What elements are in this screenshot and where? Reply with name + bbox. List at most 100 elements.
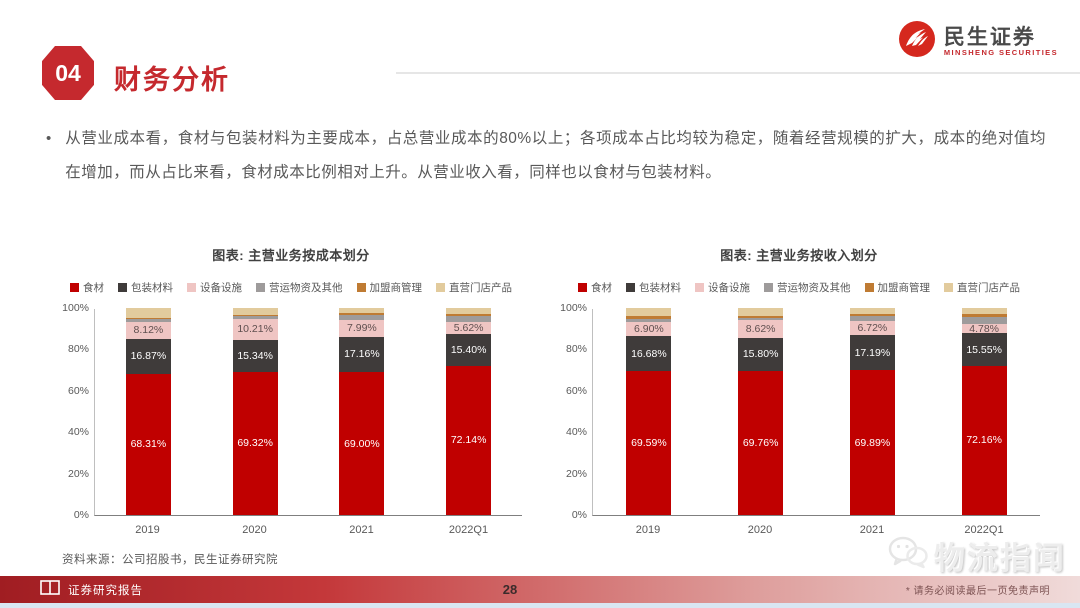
y-axis-tick: 100% (560, 302, 587, 314)
revenue-breakdown-chart: 图表: 主营业务按收入划分 食材 包装材料 设备设施 营运物资及其他 加盟商管理 直营门店… (558, 245, 1040, 536)
bar-segment (125, 308, 171, 318)
y-axis-tick: 20% (565, 467, 587, 480)
bar-segment: 68.31% (125, 373, 171, 515)
y-axis-tick: 20% (67, 467, 89, 480)
legend-label: 加盟商管理 (877, 282, 931, 294)
bar-segment (626, 319, 672, 323)
bar-segment: 69.00% (339, 372, 385, 515)
wechat-icon (888, 536, 928, 575)
stacked-bar-2020: 69.76% 15.80% 8.62% (738, 308, 784, 515)
legend-label: 设备设施 (200, 282, 242, 294)
segment-value-label: 15.34% (237, 349, 273, 362)
x-axis-label: 2021 (349, 524, 374, 536)
y-axis-tick: 40% (67, 426, 89, 439)
chart-x-axis-labels: 2019 2020 2021 2022Q1 (94, 524, 522, 536)
y-axis-tick: 80% (67, 343, 89, 356)
bar-segment: 7.99% (339, 320, 385, 337)
legend-label: 直营门店产品 (957, 282, 1020, 294)
legend-swatch (187, 283, 196, 292)
section-number: 04 (55, 59, 81, 86)
chart-plot-area: 0% 20% 40% 60% 80% 100% 68.31% 16.87% 8.12% 69.32… (62, 302, 522, 521)
legend-item: 包装材料 (626, 280, 681, 295)
bar-segment: 16.87% (125, 338, 171, 374)
segment-value-label: 16.87% (130, 350, 167, 363)
segment-value-label: 8.12% (133, 324, 164, 337)
legend-swatch (626, 283, 635, 292)
bar-segment (232, 308, 278, 315)
legend-label: 包装材料 (639, 282, 681, 294)
bar-segment (125, 319, 171, 322)
legend-swatch (436, 283, 445, 292)
segment-value-label: 15.40% (450, 343, 487, 356)
watermark: 物流指闻 (888, 533, 1066, 578)
legend-item: 食材 (578, 280, 612, 295)
segment-value-label: 16.68% (631, 347, 667, 360)
legend-label: 包装材料 (131, 282, 173, 294)
segment-value-label: 8.62% (745, 322, 776, 335)
bar-segment: 69.59% (626, 370, 672, 515)
bar-segment (626, 308, 672, 317)
chart-plot-area: 0% 20% 40% 60% 80% 100% 69.59% 16.68% 6.90% 69.76… (560, 302, 1040, 521)
y-axis-tick: 60% (67, 384, 89, 397)
bar-segment (446, 313, 492, 316)
segment-value-label: 17.16% (344, 348, 380, 361)
bar-segment: 17.16% (339, 336, 385, 373)
bar-segment: 5.62% (446, 322, 492, 334)
bottom-bar: 证券研究报告 28 * 请务必阅读最后一页免责声明 (0, 576, 1080, 603)
segment-value-label: 6.90% (633, 323, 664, 336)
open-book-icon (40, 579, 60, 600)
bar-segment (849, 313, 895, 316)
bar-segment (738, 317, 784, 321)
segment-value-label: 6.72% (857, 321, 888, 334)
legend-swatch (695, 283, 704, 292)
x-axis-label: 2022Q1 (448, 524, 489, 536)
y-axis-tick: 0% (73, 509, 89, 521)
logo-name-cn: 民生证券 (943, 25, 1036, 49)
x-axis-label: 2022Q1 (964, 524, 1004, 536)
legend-label: 直营门店产品 (449, 282, 512, 294)
legend-label: 设备设施 (708, 282, 750, 294)
legend-item: 直营门店产品 (436, 280, 512, 295)
legend-item: 包装材料 (118, 280, 173, 295)
segment-value-label: 69.59% (631, 436, 667, 449)
bar-segment (232, 315, 278, 319)
segment-value-label: 72.16% (966, 434, 1002, 447)
bar-segment: 15.40% (446, 333, 492, 366)
legend-item: 设备设施 (695, 280, 750, 295)
title-divider (396, 72, 1080, 74)
legend-item: 营运物资及其他 (764, 280, 851, 295)
legend-label: 食材 (591, 282, 612, 294)
segment-value-label: 4.78% (969, 322, 1000, 335)
legend-item: 加盟商管理 (864, 280, 931, 295)
legend-item: 直营门店产品 (944, 280, 1020, 295)
legend-item: 营运物资及其他 (256, 280, 343, 295)
bar-segment: 8.62% (738, 320, 784, 338)
segment-value-label: 17.19% (854, 346, 891, 359)
bullet-marker: • (46, 130, 52, 147)
stacked-bar-2021: 69.89% 17.19% 6.72% (849, 308, 895, 515)
section-number-badge: 04 (42, 46, 94, 100)
bar-segment (446, 315, 492, 323)
legend-item: 加盟商管理 (356, 280, 422, 295)
y-axis-tick: 100% (62, 302, 89, 314)
chart-title: 图表: 主营业务按成本划分 (212, 248, 370, 263)
stacked-bar-2019: 69.59% 16.68% 6.90% (626, 308, 672, 515)
data-source-note: 资料来源：公司招股书，民生证券研究院 (62, 554, 278, 566)
company-logo: 民生证券 MINSHENG SECURITIES (898, 20, 1058, 63)
bar-segment (125, 317, 171, 320)
bar-segment: 4.78% (961, 322, 1007, 335)
legend-label: 食材 (83, 282, 104, 294)
page-title: 财务分析 (114, 65, 230, 95)
legend-label: 营运物资及其他 (777, 282, 851, 294)
bar-segment: 69.32% (232, 371, 278, 515)
segment-value-label: 69.32% (237, 437, 273, 450)
segment-value-label: 69.76% (742, 436, 779, 449)
chart-legend: 食材 包装材料 设备设施 营运物资及其他 加盟商管理 直营门店产品 (60, 280, 522, 295)
stacked-bar-2022Q1: 72.14% 15.40% 5.62% (446, 308, 492, 515)
y-axis-tick: 40% (565, 426, 587, 439)
bar-segment (446, 308, 492, 314)
stacked-bar-2022Q1: 72.16% 15.55% 4.78% (961, 308, 1007, 515)
x-axis-label: 2020 (242, 524, 267, 536)
x-axis-label: 2019 (135, 524, 160, 536)
